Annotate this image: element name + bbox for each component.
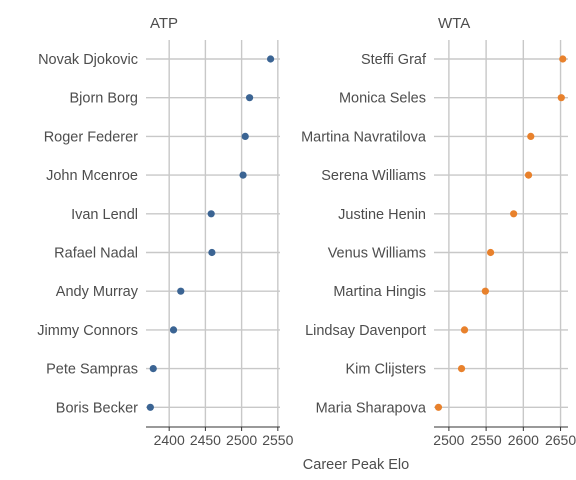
category-label: Lindsay Davenport (305, 323, 426, 339)
category-label: Pete Sampras (46, 362, 138, 378)
data-point (208, 210, 215, 217)
category-label: Ivan Lendl (71, 207, 138, 223)
category-label: Serena Williams (321, 168, 426, 184)
data-point (559, 55, 566, 62)
category-label: Roger Federer (44, 129, 138, 145)
chart-panels: ATP 2400 2450 2500 2550 Novak Djokovic Bjorn B… (37, 15, 576, 448)
x-tick-label: 2500 (226, 432, 257, 448)
data-point (170, 326, 177, 333)
panel-atp: ATP 2400 2450 2500 2550 Novak Djokovic Bjorn B… (37, 15, 293, 448)
category-label: Justine Henin (338, 207, 426, 223)
data-point (458, 365, 465, 372)
category-label: Maria Sharapova (316, 400, 427, 416)
category-label: Boris Becker (56, 400, 138, 416)
category-label: Jimmy Connors (37, 323, 138, 339)
data-point (482, 288, 489, 295)
data-point (525, 172, 532, 179)
data-point (177, 288, 184, 295)
category-label: Steffi Graf (361, 52, 427, 68)
data-point (510, 210, 517, 217)
x-tick-label: 2400 (154, 432, 185, 448)
data-point (208, 249, 215, 256)
category-label: Andy Murray (56, 284, 139, 300)
x-tick-label: 2550 (471, 432, 502, 448)
data-point (147, 404, 154, 411)
category-label: John Mcenroe (46, 168, 138, 184)
category-label: Bjorn Borg (69, 91, 138, 107)
x-axis-title: Career Peak Elo (303, 457, 409, 473)
data-point (267, 55, 274, 62)
x-tick-label: 2500 (433, 432, 464, 448)
category-label: Novak Djokovic (38, 52, 138, 68)
panel-wta: WTA 2500 2550 2600 2650 Steffi Graf Monica Sel… (301, 15, 576, 448)
panel-title: WTA (438, 15, 470, 32)
data-point (461, 326, 468, 333)
data-point (527, 133, 534, 140)
data-point (242, 133, 249, 140)
x-tick-label: 2450 (190, 432, 221, 448)
data-point (150, 365, 157, 372)
category-label: Monica Seles (339, 91, 426, 107)
data-point (487, 249, 494, 256)
x-tick-label: 2650 (545, 432, 576, 448)
category-label: Martina Hingis (333, 284, 426, 300)
data-point (558, 94, 565, 101)
x-tick-label: 2550 (262, 432, 293, 448)
data-point (435, 404, 442, 411)
category-label: Kim Clijsters (345, 362, 426, 378)
data-point (246, 94, 253, 101)
data-point (239, 172, 246, 179)
category-label: Martina Navratilova (301, 129, 427, 145)
x-tick-label: 2600 (508, 432, 539, 448)
panel-title: ATP (150, 15, 178, 32)
category-label: Rafael Nadal (54, 246, 138, 262)
category-label: Venus Williams (328, 246, 426, 262)
